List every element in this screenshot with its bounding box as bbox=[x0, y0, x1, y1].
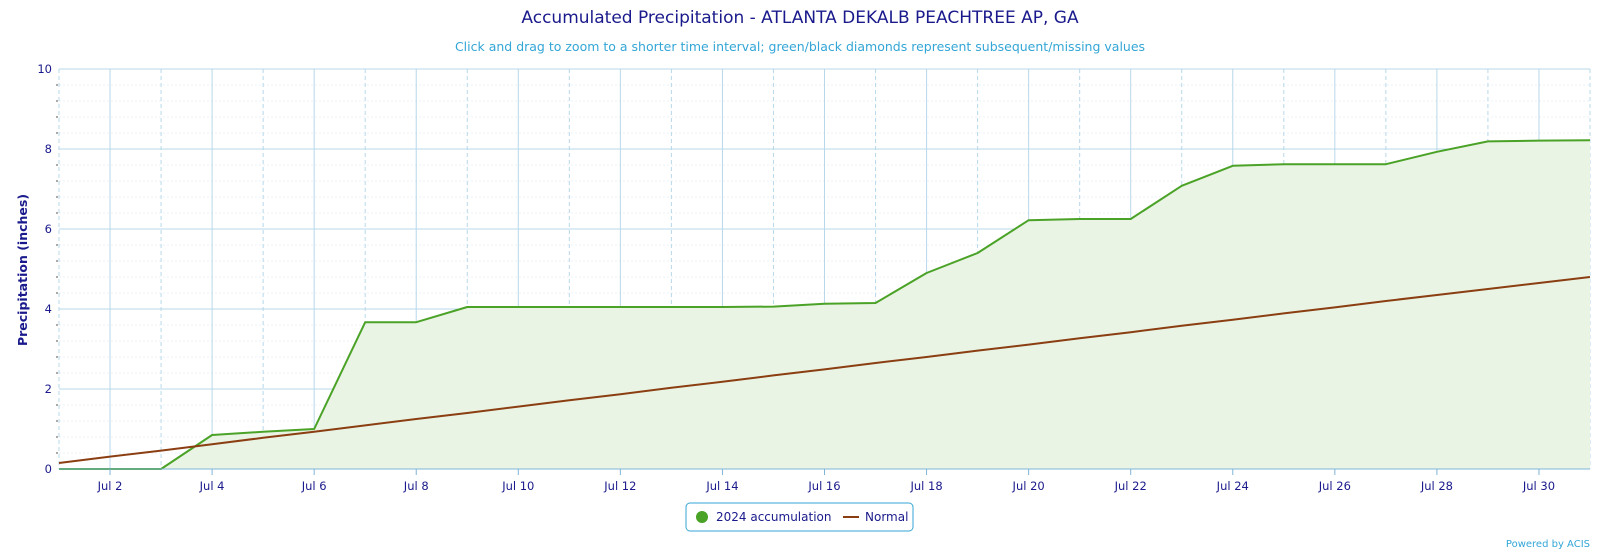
data-point-2024-accumulation[interactable] bbox=[1382, 160, 1390, 168]
x-tick-label: Jul 20 bbox=[1012, 479, 1045, 493]
data-point-normal[interactable] bbox=[1484, 285, 1492, 293]
legend-item-2024-accumulation[interactable]: 2024 accumulation bbox=[696, 510, 831, 524]
data-point-normal[interactable] bbox=[872, 359, 880, 367]
data-point-normal[interactable] bbox=[1178, 322, 1186, 330]
data-point-normal[interactable] bbox=[1229, 316, 1237, 324]
data-point-2024-accumulation[interactable] bbox=[974, 249, 982, 257]
data-point-normal[interactable] bbox=[55, 459, 63, 467]
y-tick-label: 0 bbox=[45, 462, 52, 476]
data-point-normal[interactable] bbox=[310, 428, 318, 436]
data-point-2024-accumulation[interactable] bbox=[1586, 136, 1594, 144]
data-point-normal[interactable] bbox=[667, 384, 675, 392]
data-point-normal[interactable] bbox=[259, 434, 267, 442]
data-point-normal[interactable] bbox=[514, 403, 522, 411]
data-point-normal[interactable] bbox=[1076, 334, 1084, 342]
data-point-2024-accumulation[interactable] bbox=[1280, 160, 1288, 168]
data-point-normal[interactable] bbox=[106, 453, 114, 461]
x-tick-label: Jul 18 bbox=[909, 479, 942, 493]
data-point-normal[interactable] bbox=[769, 371, 777, 379]
x-tick-label: Jul 6 bbox=[301, 479, 327, 493]
x-tick-label: Jul 16 bbox=[807, 479, 840, 493]
y-axis-title: Precipitation (inches) bbox=[15, 194, 30, 346]
data-point-normal[interactable] bbox=[463, 409, 471, 417]
data-point-2024-accumulation[interactable] bbox=[1535, 137, 1543, 145]
data-point-2024-accumulation[interactable] bbox=[923, 269, 931, 277]
data-point-2024-accumulation[interactable] bbox=[1433, 148, 1441, 156]
data-point-2024-accumulation[interactable] bbox=[412, 318, 420, 326]
x-tick-label: Jul 4 bbox=[199, 479, 225, 493]
data-point-2024-accumulation[interactable] bbox=[1484, 137, 1492, 145]
x-tick-label: Jul 14 bbox=[705, 479, 738, 493]
data-point-normal[interactable] bbox=[412, 415, 420, 423]
data-point-2024-accumulation[interactable] bbox=[769, 303, 777, 311]
y-tick-label: 6 bbox=[45, 222, 52, 236]
data-point-normal[interactable] bbox=[718, 378, 726, 386]
data-point-normal[interactable] bbox=[923, 353, 931, 361]
data-point-normal[interactable] bbox=[1433, 291, 1441, 299]
chart-title: Accumulated Precipitation - ATLANTA DEKA… bbox=[521, 8, 1079, 28]
data-point-2024-accumulation[interactable] bbox=[1331, 160, 1339, 168]
legend-box bbox=[685, 502, 914, 532]
x-tick-label: Jul 10 bbox=[501, 479, 534, 493]
data-point-2024-accumulation[interactable] bbox=[872, 299, 880, 307]
y-tick-label: 2 bbox=[45, 382, 52, 396]
data-point-normal[interactable] bbox=[565, 396, 573, 404]
data-point-normal[interactable] bbox=[974, 347, 982, 355]
data-point-2024-accumulation[interactable] bbox=[361, 318, 369, 326]
data-point-normal[interactable] bbox=[157, 447, 165, 455]
legend[interactable]: 2024 accumulation Normal bbox=[685, 502, 914, 532]
y-tick-label: 8 bbox=[45, 142, 52, 156]
data-point-normal[interactable] bbox=[1280, 309, 1288, 317]
y-tick-label: 10 bbox=[37, 62, 52, 76]
legend-label-normal: Normal bbox=[865, 510, 908, 524]
x-tick-label: Jul 24 bbox=[1216, 479, 1249, 493]
series-line-normal[interactable] bbox=[58, 276, 1591, 464]
data-point-2024-accumulation[interactable] bbox=[821, 300, 829, 308]
data-point-2024-accumulation[interactable] bbox=[208, 431, 216, 439]
data-point-normal[interactable] bbox=[1535, 279, 1543, 287]
data-point-2024-accumulation[interactable] bbox=[1076, 215, 1084, 223]
x-tick-label: Jul 2 bbox=[97, 479, 123, 493]
x-tick-label: Jul 26 bbox=[1318, 479, 1351, 493]
legend-label-2024-accumulation: 2024 accumulation bbox=[716, 510, 831, 524]
data-point-normal[interactable] bbox=[1331, 303, 1339, 311]
data-point-2024-accumulation[interactable] bbox=[1178, 182, 1186, 190]
data-point-2024-accumulation[interactable] bbox=[1127, 215, 1135, 223]
data-point-normal[interactable] bbox=[616, 390, 624, 398]
data-point-normal[interactable] bbox=[1586, 273, 1594, 281]
data-point-2024-accumulation[interactable] bbox=[616, 303, 624, 311]
data-point-2024-accumulation[interactable] bbox=[463, 303, 471, 311]
data-point-normal[interactable] bbox=[361, 421, 369, 429]
x-tick-label: Jul 8 bbox=[403, 479, 429, 493]
y-tick-label: 4 bbox=[45, 302, 52, 316]
data-point-2024-accumulation[interactable] bbox=[667, 303, 675, 311]
data-point-2024-accumulation[interactable] bbox=[565, 303, 573, 311]
x-tick-label: Jul 28 bbox=[1420, 479, 1453, 493]
x-tick-label: Jul 30 bbox=[1522, 479, 1555, 493]
x-tick-labels: Jul 2 Jul 4 Jul 6 Jul 8 Jul 10 Jul 12 Jul 14 Ju… bbox=[97, 479, 1555, 493]
data-point-2024-accumulation[interactable] bbox=[514, 303, 522, 311]
y-tick-labels: 0 2 4 6 8 10 bbox=[37, 62, 52, 476]
data-point-2024-accumulation[interactable] bbox=[1025, 216, 1033, 224]
legend-item-normal[interactable]: Normal bbox=[843, 510, 908, 524]
data-point-2024-accumulation[interactable] bbox=[718, 303, 726, 311]
x-tick-label: Jul 12 bbox=[603, 479, 636, 493]
data-point-normal[interactable] bbox=[1127, 328, 1135, 336]
data-point-normal[interactable] bbox=[208, 440, 216, 448]
axes-layer bbox=[59, 468, 1590, 475]
lines-layer bbox=[55, 136, 1594, 470]
data-point-2024-accumulation[interactable] bbox=[1229, 162, 1237, 170]
credit-link[interactable]: Powered by ACIS bbox=[1506, 539, 1590, 550]
chart-subtitle: Click and drag to zoom to a shorter time… bbox=[455, 39, 1145, 54]
data-point-normal[interactable] bbox=[1382, 297, 1390, 305]
x-tick-label: Jul 22 bbox=[1114, 479, 1147, 493]
data-point-normal[interactable] bbox=[1025, 341, 1033, 349]
legend-symbol-2024-accumulation bbox=[696, 511, 708, 523]
data-point-normal[interactable] bbox=[821, 365, 829, 373]
series-line-2024-accumulation[interactable] bbox=[59, 139, 1591, 470]
